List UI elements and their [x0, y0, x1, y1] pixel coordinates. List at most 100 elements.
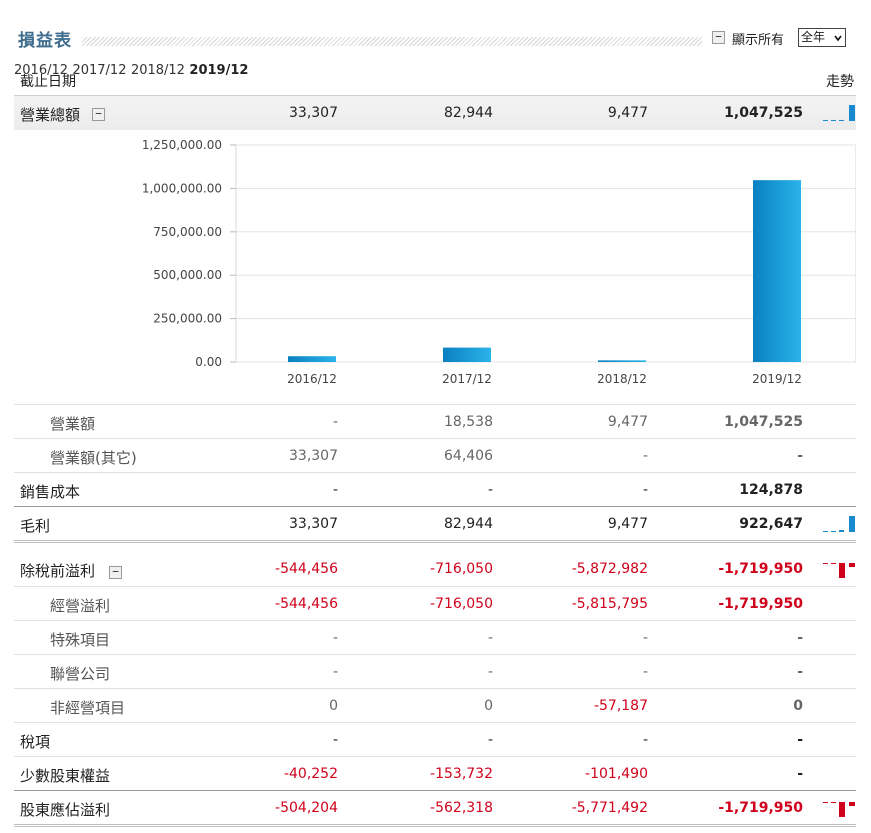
cell-value: -	[797, 766, 803, 782]
trend-sparkline[interactable]	[822, 104, 856, 122]
period-select[interactable]: 全年	[798, 28, 846, 47]
table-row-pretax-profit: 除稅前溢利 − -544,456 -716,050 -5,872,982 -1,…	[14, 552, 856, 587]
show-all-toggle[interactable]: −	[712, 31, 725, 44]
cell-value: 18,538	[444, 414, 493, 430]
table-row-revenue: 營業額 - 18,538 9,477 1,047,525	[14, 405, 856, 439]
row-label: 非經營項目	[50, 699, 126, 717]
cell-value: -544,456	[275, 596, 338, 612]
row-label: 銷售成本	[20, 483, 81, 501]
cell-value: -	[797, 664, 803, 680]
title-decoration	[82, 37, 702, 46]
row-label: 聯營公司	[50, 665, 111, 683]
cell-value: -	[332, 630, 338, 646]
table-row-cost-of-sales: 銷售成本 - - - 124,878	[14, 473, 856, 507]
cell-value: -1,719,950	[718, 596, 803, 612]
table-row-gross-profit: 毛利 33,307 82,944 9,477 922,647	[14, 507, 856, 543]
income-statement-header: 損益表 − 顯示所有 全年	[0, 0, 871, 58]
cell-value: -	[332, 664, 338, 680]
x-axis-tick-label: 2016/12	[287, 372, 337, 386]
cell-value: -5,771,492	[571, 800, 648, 816]
y-axis-tick-label: 0.00	[195, 355, 222, 369]
cell-value: 0	[793, 698, 803, 714]
cell-value: 9,477	[607, 105, 648, 121]
column-header-row: 截止日期 2016/12 2017/12 2018/12 2019/12 走勢	[14, 62, 856, 96]
cell-value: -5,815,795	[571, 596, 648, 612]
cell-value: 33,307	[289, 448, 338, 464]
trend-sparkline[interactable]	[822, 799, 856, 817]
cell-value: -153,732	[430, 766, 493, 782]
row-label: 特殊項目	[50, 631, 111, 649]
cell-value: -504,204	[275, 800, 338, 816]
cell-value: 82,944	[444, 516, 493, 532]
table-row-special-items: 特殊項目 - - - -	[14, 621, 856, 655]
cell-value: -	[642, 482, 648, 498]
chart-divider	[14, 404, 856, 405]
y-axis-tick-label: 750,000.00	[153, 225, 222, 239]
cell-value: -716,050	[430, 561, 493, 577]
cell-value: -	[487, 482, 493, 498]
trend-sparkline[interactable]	[822, 560, 856, 578]
y-axis-tick-label: 500,000.00	[153, 268, 222, 282]
table-row-net-profit: 股東應佔溢利 -504,204 -562,318 -5,771,492 -1,7…	[14, 791, 856, 827]
cell-value: 922,647	[739, 516, 803, 532]
cell-value: 9,477	[607, 516, 648, 532]
period-header-2019: 2019/12	[189, 63, 249, 78]
cell-value: 0	[329, 698, 338, 714]
cell-value: -544,456	[275, 561, 338, 577]
cell-value: -101,490	[585, 766, 648, 782]
cell-value: -40,252	[283, 766, 338, 782]
page-title: 損益表	[18, 31, 72, 51]
cell-value: -57,187	[593, 698, 648, 714]
cell-value: -	[797, 630, 803, 646]
x-axis-tick-label: 2018/12	[597, 372, 647, 386]
y-axis-tick-label: 1,250,000.00	[142, 138, 222, 152]
y-axis-tick-label: 250,000.00	[153, 312, 222, 326]
cell-value: -1,719,950	[718, 561, 803, 577]
cell-value: 33,307	[289, 105, 338, 121]
table-row-tax: 稅項 - - - -	[14, 723, 856, 757]
cell-value: 1,047,525	[724, 105, 803, 121]
row-label: 除稅前溢利	[20, 562, 96, 580]
cell-value: -	[332, 482, 338, 498]
show-all-label: 顯示所有	[732, 33, 785, 48]
row-label: 毛利	[20, 517, 51, 535]
chart-bar-2019-12	[753, 180, 801, 362]
row-label: 少數股東權益	[20, 767, 111, 785]
cell-value: -	[332, 732, 338, 748]
cell-value: 124,878	[739, 482, 803, 498]
period-header-2016: 2016/12	[14, 63, 69, 78]
chart-bar-2018-12	[598, 360, 646, 362]
table-row-associates: 聯營公司 - - - -	[14, 655, 856, 689]
table-row-minority-interest: 少數股東權益 -40,252 -153,732 -101,490 -	[14, 757, 856, 791]
y-axis-tick-label: 1,000,000.00	[142, 181, 222, 195]
row-label: 經營溢利	[50, 597, 111, 615]
trend-column-label: 走勢	[826, 74, 854, 90]
date-column-label: 截止日期	[20, 74, 76, 90]
cell-value: -	[797, 732, 803, 748]
chart-bar-2017-12	[443, 347, 491, 362]
row-label: 營業額(其它)	[50, 449, 137, 467]
collapse-chart-toggle[interactable]: −	[92, 108, 105, 121]
cell-value: 64,406	[444, 448, 493, 464]
table-row-revenue-other: 營業額(其它) 33,307 64,406 - -	[14, 439, 856, 473]
cell-value: -	[487, 630, 493, 646]
trend-sparkline[interactable]	[822, 515, 856, 533]
cell-value: -562,318	[430, 800, 493, 816]
cell-value: -716,050	[430, 596, 493, 612]
period-header-2018: 2018/12	[130, 63, 185, 78]
row-label: 營業總額	[20, 106, 81, 124]
expand-collapse-toggle[interactable]: −	[109, 566, 122, 579]
cell-value: -1,719,950	[718, 800, 803, 816]
row-label: 營業額	[50, 415, 96, 433]
cell-value: -	[642, 664, 648, 680]
cell-value: 33,307	[289, 516, 338, 532]
cell-value: -	[487, 664, 493, 680]
cell-value: -	[487, 732, 493, 748]
cell-value: 82,944	[444, 105, 493, 121]
cell-value: -	[642, 732, 648, 748]
period-select-value: 全年	[801, 30, 826, 44]
cell-value: -5,872,982	[571, 561, 648, 577]
cell-value: 1,047,525	[724, 414, 803, 430]
cell-value: -	[642, 448, 648, 464]
chevron-down-icon	[834, 35, 842, 42]
